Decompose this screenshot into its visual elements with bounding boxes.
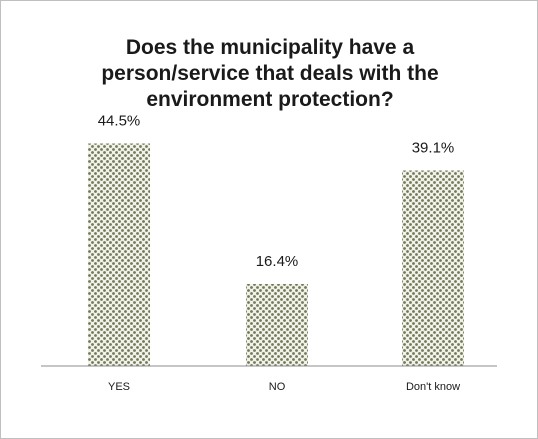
- data-label: 16.4%: [256, 253, 299, 270]
- bar-no: [246, 284, 308, 366]
- bar-yes: [88, 143, 150, 366]
- category-labels-group: YES NO Don't know: [108, 381, 460, 393]
- category-label: NO: [269, 381, 286, 393]
- category-label: Don't know: [406, 381, 460, 393]
- data-labels-group: 44.5% 16.4% 39.1%: [98, 113, 455, 271]
- chart-title: Does the municipality have a person/serv…: [101, 36, 439, 111]
- data-label: 39.1%: [412, 140, 455, 157]
- bar-don-t-know: [402, 170, 464, 366]
- bars-group: [88, 143, 464, 366]
- category-label: YES: [108, 381, 130, 393]
- data-label: 44.5%: [98, 113, 141, 130]
